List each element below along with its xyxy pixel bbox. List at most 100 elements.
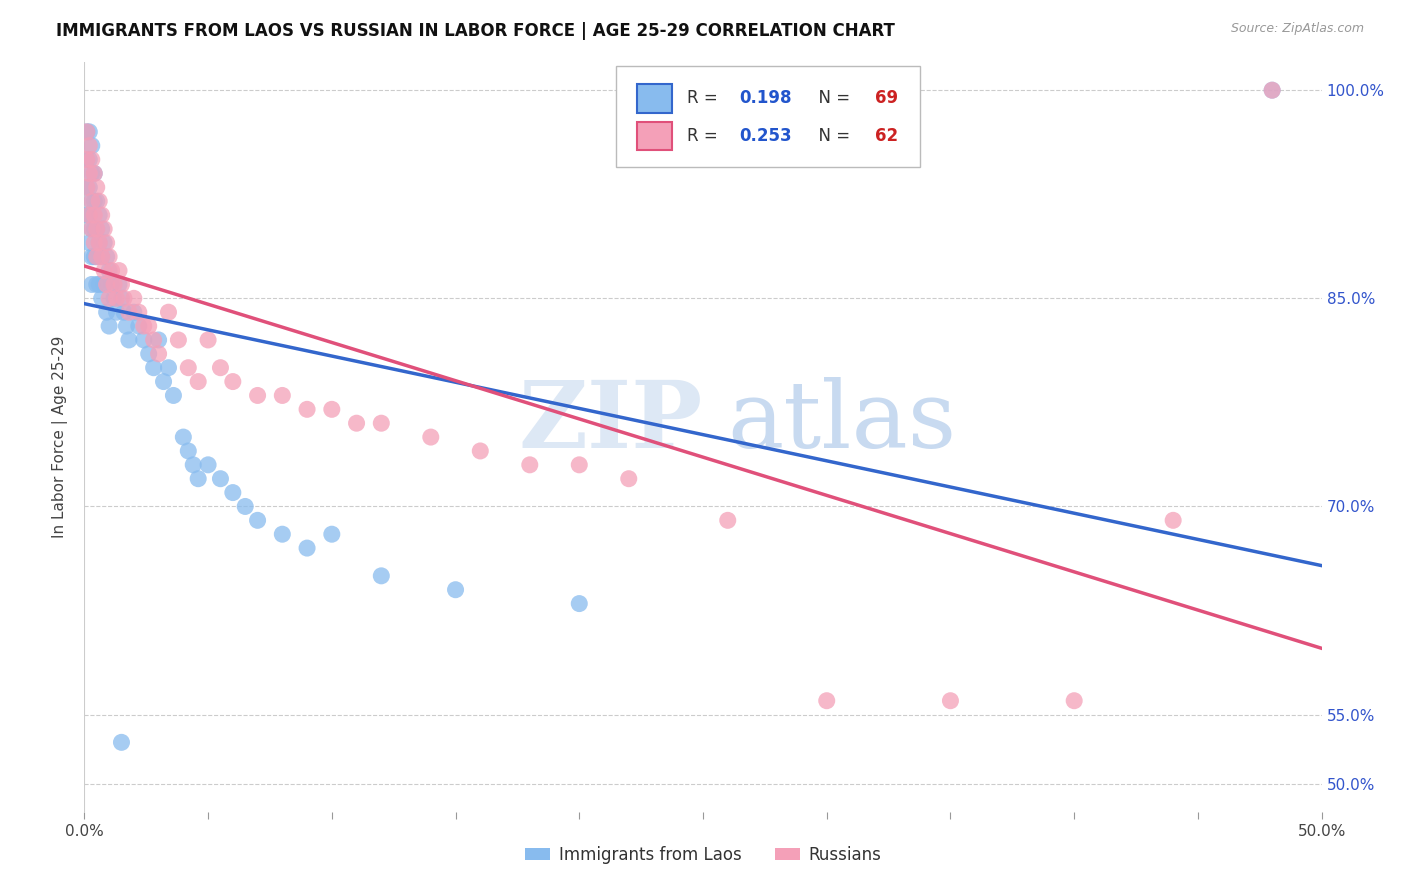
- Point: [80, 138, 103, 153]
- Point: [93, 263, 115, 277]
- Point: [157, 360, 180, 375]
- Text: 0.253: 0.253: [740, 127, 792, 145]
- Point: [148, 347, 170, 361]
- Point: [470, 444, 492, 458]
- Point: [105, 291, 128, 305]
- Point: [122, 305, 145, 319]
- Point: [132, 333, 155, 347]
- Point: [103, 277, 125, 292]
- Text: R =: R =: [688, 127, 723, 145]
- Point: [177, 360, 200, 375]
- Point: [76, 125, 98, 139]
- Point: [233, 500, 256, 514]
- Point: [80, 153, 103, 167]
- Point: [80, 222, 103, 236]
- Point: [100, 263, 122, 277]
- Point: [98, 291, 121, 305]
- Point: [96, 250, 118, 264]
- Point: [93, 222, 115, 236]
- Point: [98, 319, 121, 334]
- Point: [222, 485, 245, 500]
- Point: [89, 277, 111, 292]
- Point: [110, 277, 132, 292]
- Point: [939, 694, 962, 708]
- Point: [419, 430, 441, 444]
- Point: [271, 388, 294, 402]
- Y-axis label: In Labor Force | Age 25-29: In Labor Force | Age 25-29: [52, 336, 69, 538]
- Point: [370, 569, 392, 583]
- Point: [86, 194, 108, 209]
- Point: [80, 250, 103, 264]
- Point: [197, 458, 219, 472]
- Point: [1261, 83, 1284, 97]
- Point: [321, 527, 343, 541]
- Point: [209, 360, 232, 375]
- Point: [86, 222, 108, 236]
- Point: [80, 194, 103, 209]
- Point: [76, 208, 98, 222]
- Point: [96, 305, 118, 319]
- Point: [108, 277, 131, 292]
- Legend: Immigrants from Laos, Russians: Immigrants from Laos, Russians: [519, 839, 887, 871]
- Point: [76, 153, 98, 167]
- Point: [86, 277, 108, 292]
- Point: [152, 375, 174, 389]
- Point: [83, 194, 105, 209]
- Point: [83, 166, 105, 180]
- Point: [93, 277, 115, 292]
- Point: [118, 305, 141, 319]
- Point: [80, 194, 103, 209]
- FancyBboxPatch shape: [637, 121, 672, 150]
- Point: [172, 430, 194, 444]
- Point: [717, 513, 740, 527]
- Point: [118, 333, 141, 347]
- Point: [246, 388, 269, 402]
- Point: [79, 208, 101, 222]
- Point: [295, 402, 318, 417]
- Point: [110, 291, 132, 305]
- Point: [79, 125, 101, 139]
- Point: [83, 250, 105, 264]
- Text: ZIP: ZIP: [519, 377, 703, 467]
- Text: N =: N =: [808, 127, 855, 145]
- Point: [815, 694, 838, 708]
- Point: [80, 277, 103, 292]
- Point: [100, 277, 122, 292]
- Point: [93, 235, 115, 250]
- Point: [321, 402, 343, 417]
- Text: atlas: atlas: [728, 377, 957, 467]
- Point: [187, 375, 209, 389]
- FancyBboxPatch shape: [616, 66, 920, 168]
- Point: [90, 222, 112, 236]
- Point: [79, 166, 101, 180]
- Point: [295, 541, 318, 555]
- Text: Source: ZipAtlas.com: Source: ZipAtlas.com: [1230, 22, 1364, 36]
- Point: [96, 277, 118, 292]
- Point: [209, 472, 232, 486]
- Point: [108, 263, 131, 277]
- Point: [79, 138, 101, 153]
- Point: [138, 347, 160, 361]
- Point: [89, 235, 111, 250]
- Point: [162, 388, 184, 402]
- Point: [181, 458, 204, 472]
- Point: [157, 305, 180, 319]
- Point: [568, 458, 591, 472]
- Point: [83, 208, 105, 222]
- Point: [80, 166, 103, 180]
- Text: 62: 62: [875, 127, 898, 145]
- Point: [148, 333, 170, 347]
- Point: [128, 319, 150, 334]
- Point: [86, 250, 108, 264]
- Point: [1261, 83, 1284, 97]
- Point: [167, 333, 190, 347]
- Point: [86, 222, 108, 236]
- Point: [90, 250, 112, 264]
- Point: [112, 291, 135, 305]
- Point: [177, 444, 200, 458]
- Point: [110, 735, 132, 749]
- Point: [83, 235, 105, 250]
- Point: [112, 305, 135, 319]
- Point: [89, 208, 111, 222]
- Point: [96, 235, 118, 250]
